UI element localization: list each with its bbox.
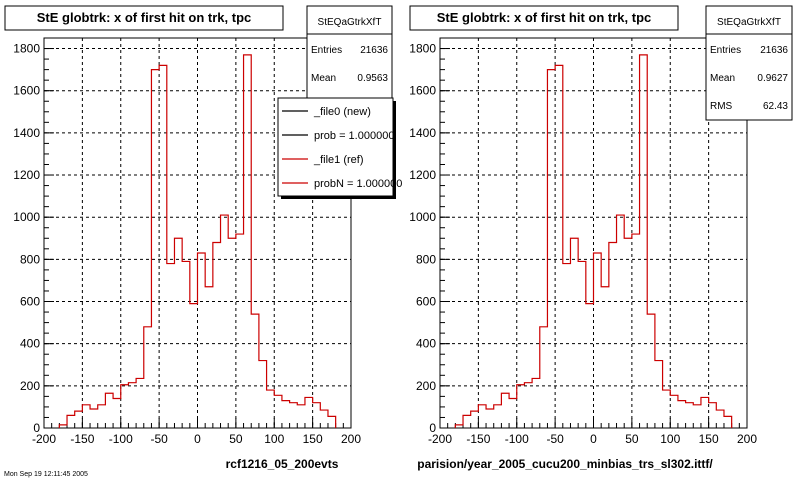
y-tick-label: 1600 xyxy=(13,84,40,98)
x-tick-label: 200 xyxy=(341,432,361,446)
legend-label: prob = 1.000000 xyxy=(314,130,394,142)
legend-label: probN = 1.000000 xyxy=(314,178,402,190)
stats-value: 21636 xyxy=(760,45,788,56)
histogram-series xyxy=(58,54,337,428)
stats-value: 21636 xyxy=(360,45,388,56)
chart-title: StE globtrk: x of first hit on trk, tpc xyxy=(37,10,252,25)
x-tick-label: -150 xyxy=(466,432,490,446)
y-tick-label: 200 xyxy=(20,379,40,393)
histogram-series xyxy=(454,54,733,428)
histogram-panel-1: -200 -150 -100 -50 0 50 100 150 200 0 200 400 600 800… xyxy=(4,5,402,471)
y-tick-label: 200 xyxy=(416,379,436,393)
y-tick-label: 1400 xyxy=(409,126,436,140)
x-tick-label: 100 xyxy=(264,432,284,446)
y-tick-label: 1800 xyxy=(409,42,436,56)
x-tick-label: 150 xyxy=(303,432,323,446)
x-tick-label: 50 xyxy=(229,432,243,446)
stats-label: Entries xyxy=(710,45,741,56)
footer-timestamp: Mon Sep 19 12:11:45 2005 xyxy=(4,471,88,478)
x-tick-label: -200 xyxy=(428,432,452,446)
x-tick-label: -100 xyxy=(109,432,133,446)
x-tick-label: -50 xyxy=(546,432,564,446)
y-tick-label: 600 xyxy=(416,295,436,309)
x-tick-label: 100 xyxy=(660,432,680,446)
y-tick-label: 600 xyxy=(20,295,40,309)
histogram-panel-2: -200 -150 -100 -50 0 50 100 150 200 0 200 400 600 800… xyxy=(409,5,793,471)
y-tick-label: 1200 xyxy=(13,168,40,182)
stats-label: Mean xyxy=(311,73,336,84)
stats-label: Mean xyxy=(710,73,735,84)
y-tick-label: 800 xyxy=(20,252,40,266)
file-caption: parision/year_2005_cucu200_minbias_trs_s… xyxy=(417,457,713,471)
stats-box xyxy=(705,5,793,121)
stats-value: 62.43 xyxy=(763,101,788,112)
y-tick-label: 800 xyxy=(416,252,436,266)
chart-title: StE globtrk: x of first hit on trk, tpc xyxy=(437,10,652,25)
y-tick-label: 1400 xyxy=(13,126,40,140)
title-box xyxy=(409,5,679,31)
y-tick-label: 400 xyxy=(20,337,40,351)
stats-name: StEQaGtrkXfT xyxy=(717,17,781,28)
stats-name: StEQaGtrkXfT xyxy=(318,17,382,28)
title-box xyxy=(4,5,284,31)
stats-value: 0.9563 xyxy=(357,73,388,84)
x-tick-label: 0 xyxy=(590,432,597,446)
legend-label: _file0 (new) xyxy=(313,106,371,118)
stats-label: Entries xyxy=(311,45,342,56)
y-tick-label: 0 xyxy=(429,421,436,435)
y-tick-label: 1000 xyxy=(13,210,40,224)
x-tick-label: -150 xyxy=(70,432,94,446)
file-caption: rcf1216_05_200evts xyxy=(226,457,339,471)
y-tick-label: 1200 xyxy=(409,168,436,182)
x-tick-label: -50 xyxy=(150,432,168,446)
stats-label: RMS xyxy=(710,101,733,112)
legend-box xyxy=(277,97,394,197)
y-tick-label: 1800 xyxy=(13,42,40,56)
x-tick-label: 200 xyxy=(737,432,757,446)
y-tick-label: 1600 xyxy=(409,84,436,98)
y-tick-label: 400 xyxy=(416,337,436,351)
stats-value: 0.9627 xyxy=(757,73,788,84)
x-tick-label: -100 xyxy=(505,432,529,446)
x-tick-label: 50 xyxy=(625,432,639,446)
y-tick-label: 0 xyxy=(33,421,40,435)
x-tick-label: -200 xyxy=(32,432,56,446)
y-tick-label: 1000 xyxy=(409,210,436,224)
legend-label: _file1 (ref) xyxy=(313,154,364,166)
x-tick-label: 150 xyxy=(699,432,719,446)
x-tick-label: 0 xyxy=(194,432,201,446)
